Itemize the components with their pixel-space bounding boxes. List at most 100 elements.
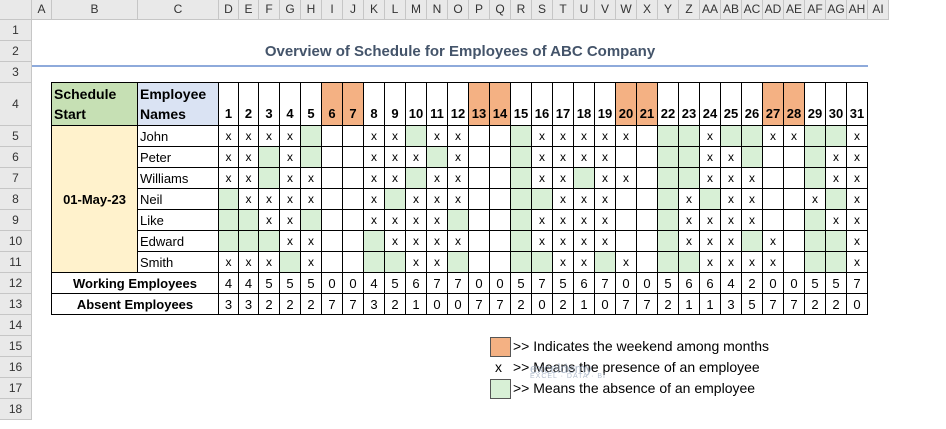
attendance-cell[interactable]: x xyxy=(826,210,847,231)
attendance-cell[interactable] xyxy=(427,147,448,168)
working-employees-count[interactable]: 0 xyxy=(469,273,490,294)
working-employees-count[interactable]: 0 xyxy=(616,273,637,294)
attendance-cell[interactable] xyxy=(490,168,511,189)
row-header-13[interactable]: 13 xyxy=(0,294,32,315)
working-employees-count[interactable]: 7 xyxy=(532,273,553,294)
attendance-cell[interactable]: x xyxy=(721,231,742,252)
attendance-cell[interactable]: x xyxy=(406,147,427,168)
attendance-cell[interactable]: x xyxy=(219,147,239,168)
attendance-cell[interactable]: x xyxy=(427,168,448,189)
day-header-18[interactable]: 18 xyxy=(574,83,595,126)
attendance-cell[interactable]: x xyxy=(259,189,280,210)
day-header-23[interactable]: 23 xyxy=(679,83,700,126)
day-header-21[interactable]: 21 xyxy=(637,83,658,126)
absent-employees-label[interactable]: Absent Employees xyxy=(52,294,219,315)
attendance-cell[interactable] xyxy=(637,252,658,273)
column-header-l[interactable]: L xyxy=(385,0,406,20)
attendance-cell[interactable]: x xyxy=(385,126,406,147)
absent-employees-count[interactable]: 2 xyxy=(511,294,532,315)
day-header-12[interactable]: 12 xyxy=(448,83,469,126)
attendance-cell[interactable] xyxy=(805,210,826,231)
attendance-cell[interactable] xyxy=(532,252,553,273)
working-employees-label[interactable]: Working Employees xyxy=(52,273,219,294)
row-header-2[interactable]: 2 xyxy=(0,41,32,62)
attendance-cell[interactable]: x xyxy=(280,189,301,210)
legend-weekend-text[interactable]: >> Indicates the weekend among months xyxy=(513,338,770,354)
attendance-cell[interactable] xyxy=(322,147,343,168)
absent-employees-count[interactable]: 2 xyxy=(385,294,406,315)
attendance-cell[interactable] xyxy=(511,210,532,231)
attendance-cell[interactable]: x xyxy=(259,252,280,273)
attendance-cell[interactable]: x xyxy=(553,147,574,168)
attendance-cell[interactable] xyxy=(406,126,427,147)
day-header-27[interactable]: 27 xyxy=(763,83,784,126)
attendance-cell[interactable] xyxy=(490,147,511,168)
row-header-17[interactable]: 17 xyxy=(0,378,32,399)
attendance-cell[interactable] xyxy=(658,126,679,147)
attendance-cell[interactable]: x xyxy=(574,231,595,252)
row-header-3[interactable]: 3 xyxy=(0,62,32,83)
absent-employees-count[interactable]: 0 xyxy=(427,294,448,315)
working-employees-count[interactable]: 0 xyxy=(637,273,658,294)
working-employees-count[interactable]: 7 xyxy=(847,273,868,294)
attendance-cell[interactable]: x xyxy=(553,252,574,273)
working-employees-count[interactable]: 5 xyxy=(301,273,322,294)
attendance-cell[interactable]: x xyxy=(616,252,637,273)
attendance-cell[interactable] xyxy=(448,252,469,273)
day-header-31[interactable]: 31 xyxy=(847,83,868,126)
column-header-m[interactable]: M xyxy=(406,0,427,20)
attendance-cell[interactable]: x xyxy=(847,252,868,273)
attendance-cell[interactable] xyxy=(490,189,511,210)
working-employees-count[interactable]: 0 xyxy=(490,273,511,294)
attendance-cell[interactable] xyxy=(658,210,679,231)
attendance-cell[interactable]: x xyxy=(239,252,259,273)
column-header-n[interactable]: N xyxy=(427,0,448,20)
absent-employees-count[interactable]: 1 xyxy=(700,294,721,315)
row-header-7[interactable]: 7 xyxy=(0,168,32,189)
column-header-ah[interactable]: AH xyxy=(847,0,868,20)
attendance-cell[interactable]: x xyxy=(595,126,616,147)
attendance-cell[interactable] xyxy=(364,231,385,252)
absent-employees-count[interactable]: 7 xyxy=(637,294,658,315)
attendance-cell[interactable] xyxy=(595,252,616,273)
sheet-title[interactable]: Overview of Schedule for Employees of AB… xyxy=(264,43,656,60)
attendance-cell[interactable] xyxy=(511,252,532,273)
attendance-cell[interactable] xyxy=(322,231,343,252)
attendance-cell[interactable] xyxy=(343,210,364,231)
attendance-cell[interactable] xyxy=(700,189,721,210)
row-header-10[interactable]: 10 xyxy=(0,231,32,252)
attendance-cell[interactable]: x xyxy=(553,126,574,147)
attendance-cell[interactable]: x xyxy=(574,147,595,168)
attendance-cell[interactable] xyxy=(322,210,343,231)
absent-employees-count[interactable]: 3 xyxy=(721,294,742,315)
attendance-cell[interactable] xyxy=(637,168,658,189)
attendance-cell[interactable] xyxy=(616,210,637,231)
attendance-cell[interactable]: x xyxy=(784,126,805,147)
attendance-cell[interactable]: x xyxy=(239,189,259,210)
absent-employees-count[interactable]: 1 xyxy=(406,294,427,315)
absent-employees-count[interactable]: 7 xyxy=(343,294,364,315)
attendance-cell[interactable] xyxy=(406,168,427,189)
working-employees-count[interactable]: 5 xyxy=(553,273,574,294)
day-header-13[interactable]: 13 xyxy=(469,83,490,126)
attendance-cell[interactable]: x xyxy=(805,189,826,210)
attendance-cell[interactable] xyxy=(826,189,847,210)
attendance-cell[interactable]: x xyxy=(826,168,847,189)
column-header-g[interactable]: G xyxy=(280,0,301,20)
day-header-7[interactable]: 7 xyxy=(343,83,364,126)
attendance-cell[interactable]: x xyxy=(700,147,721,168)
attendance-cell[interactable]: x xyxy=(742,210,763,231)
attendance-cell[interactable] xyxy=(322,252,343,273)
attendance-cell[interactable] xyxy=(385,189,406,210)
day-header-22[interactable]: 22 xyxy=(658,83,679,126)
attendance-cell[interactable]: x xyxy=(385,168,406,189)
day-header-29[interactable]: 29 xyxy=(805,83,826,126)
attendance-cell[interactable] xyxy=(826,126,847,147)
attendance-cell[interactable] xyxy=(364,252,385,273)
attendance-cell[interactable]: x xyxy=(721,189,742,210)
schedule-start-date[interactable]: 01-May-23 xyxy=(52,126,138,273)
attendance-cell[interactable]: x xyxy=(280,168,301,189)
attendance-cell[interactable] xyxy=(679,147,700,168)
row-header-15[interactable]: 15 xyxy=(0,336,32,357)
column-header-q[interactable]: Q xyxy=(490,0,511,20)
